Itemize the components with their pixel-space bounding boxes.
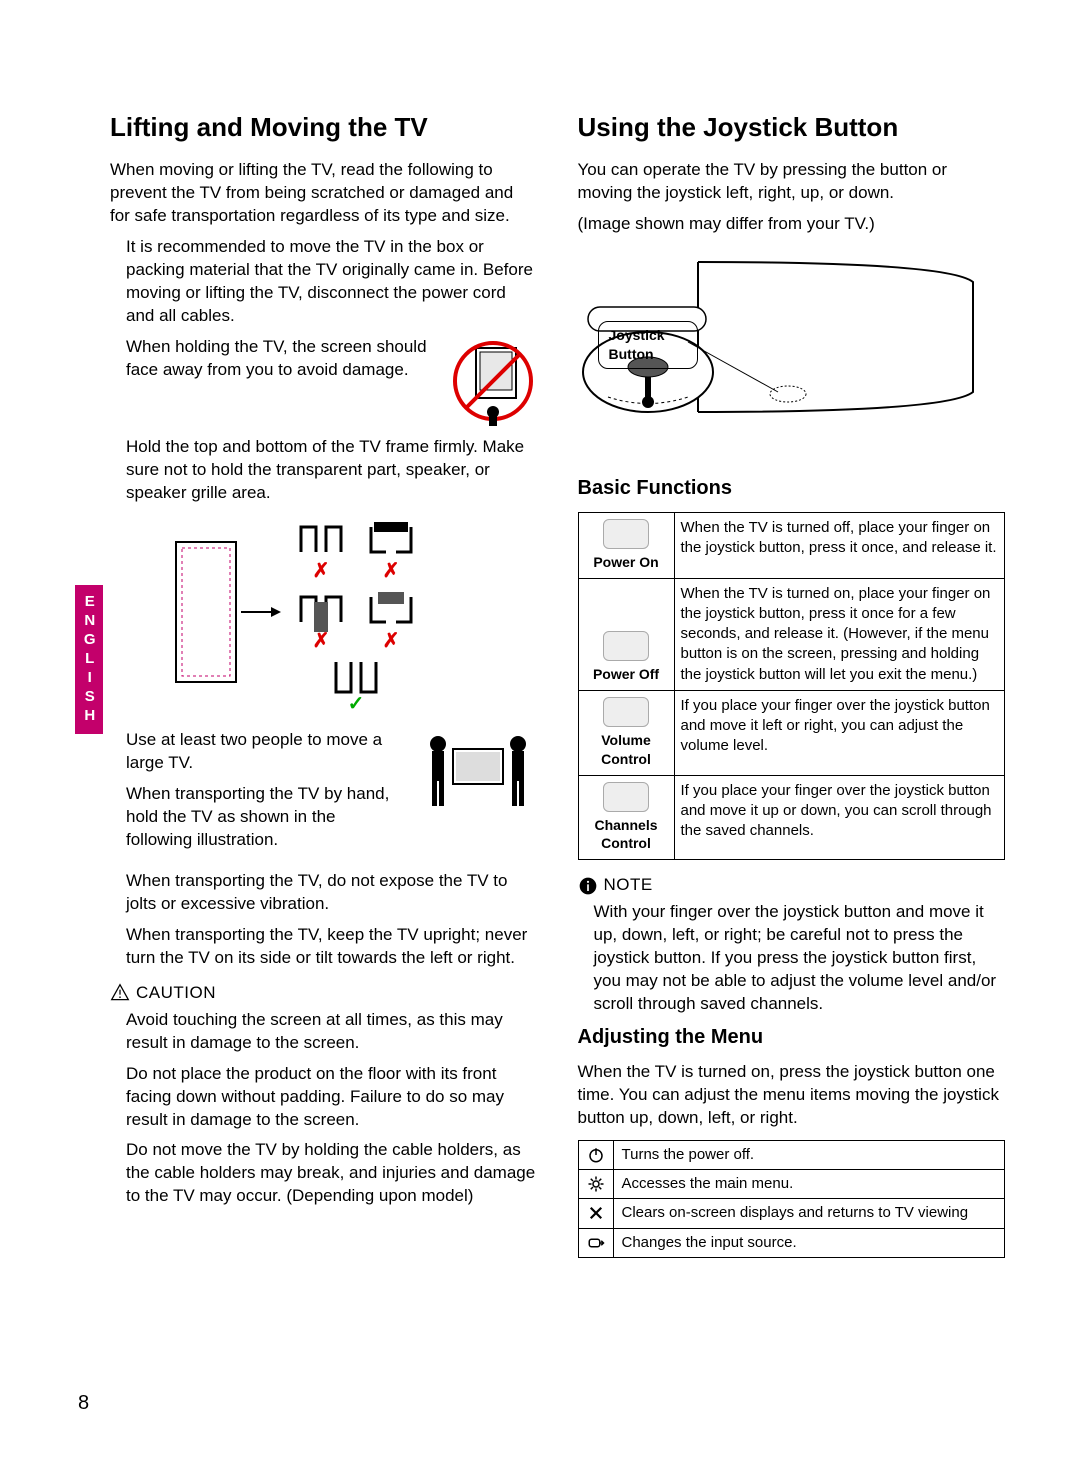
heading-lifting: Lifting and Moving the TV [110, 110, 538, 145]
caution-heading: CAUTION [110, 982, 538, 1005]
illustration-joystick: Joystick Button [578, 252, 1006, 477]
page-content: Lifting and Moving the TV When moving or… [0, 0, 1080, 1318]
left-column: Lifting and Moving the TV When moving or… [110, 110, 538, 1258]
table-row: Clears on-screen displays and returns to… [578, 1199, 1005, 1228]
para-box: It is recommended to move the TV in the … [126, 236, 538, 328]
right-column: Using the Joystick Button You can operat… [578, 110, 1006, 1258]
illustration-no-screen-front [448, 336, 538, 426]
input-icon [578, 1228, 613, 1257]
menu-description: Changes the input source. [613, 1228, 1005, 1257]
function-label: Power On [583, 553, 670, 572]
para-upright: When transporting the TV, keep the TV up… [126, 924, 538, 970]
heading-adjusting-menu: Adjusting the Menu [578, 1024, 1006, 1051]
caution-1: Avoid touching the screen at all times, … [126, 1009, 538, 1055]
function-label-cell: Channels Control [578, 775, 674, 860]
caution-icon [110, 983, 130, 1003]
table-row: Channels ControlIf you place your finger… [578, 775, 1005, 860]
caution-label: CAUTION [136, 982, 216, 1005]
para-transport-hand: When transporting the TV by hand, hold t… [126, 783, 406, 852]
gear-icon [578, 1170, 613, 1199]
para-hold-frame: Hold the top and bottom of the TV frame … [126, 436, 538, 505]
caution-2: Do not place the product on the floor wi… [126, 1063, 538, 1132]
table-menu-icons: Turns the power off.Accesses the main me… [578, 1140, 1006, 1258]
caution-3: Do not move the TV by holding the cable … [126, 1139, 538, 1208]
svg-text:✗: ✗ [383, 560, 400, 582]
note-icon [578, 876, 598, 896]
para-no-jolts: When transporting the TV, do not expose … [126, 870, 538, 916]
function-label-cell: Power Off [578, 578, 674, 690]
para-joystick-intro: You can operate the TV by pressing the b… [578, 159, 1006, 205]
svg-text:✗: ✗ [313, 630, 330, 652]
svg-text:✗: ✗ [313, 560, 330, 582]
function-description: When the TV is turned on, place your fin… [674, 578, 1005, 690]
joystick-direction-icon [603, 697, 649, 727]
function-description: When the TV is turned off, place your fi… [674, 512, 1005, 578]
page-number: 8 [78, 1390, 89, 1417]
function-description: If you place your finger over the joysti… [674, 775, 1005, 860]
note-heading: NOTE [578, 874, 1006, 897]
joystick-direction-icon [603, 519, 649, 549]
illustration-two-people [418, 729, 538, 814]
table-row: Accesses the main menu. [578, 1170, 1005, 1199]
table-row: Power OnWhen the TV is turned off, place… [578, 512, 1005, 578]
para-adjusting-menu: When the TV is turned on, press the joys… [578, 1061, 1006, 1130]
menu-description: Clears on-screen displays and returns to… [613, 1199, 1005, 1228]
menu-description: Accesses the main menu. [613, 1170, 1005, 1199]
power-icon [578, 1140, 613, 1169]
language-tab: ENGLISH [75, 585, 103, 734]
joystick-direction-icon [603, 631, 649, 661]
joystick-callout-label: Joystick Button [598, 321, 698, 369]
table-row: Turns the power off. [578, 1140, 1005, 1169]
para-image-differ: (Image shown may differ from your TV.) [578, 213, 1006, 236]
function-label: Volume Control [583, 731, 670, 769]
table-row: Power OffWhen the TV is turned on, place… [578, 578, 1005, 690]
function-label-cell: Volume Control [578, 690, 674, 775]
note-text: With your finger over the joystick butto… [578, 901, 1006, 1016]
para-intro: When moving or lifting the TV, read the … [110, 159, 538, 228]
menu-description: Turns the power off. [613, 1140, 1005, 1169]
function-label: Power Off [583, 665, 670, 684]
para-screen-away: When holding the TV, the screen should f… [126, 336, 436, 382]
svg-text:✓: ✓ [348, 693, 365, 712]
table-basic-functions: Power OnWhen the TV is turned off, place… [578, 512, 1006, 861]
function-label: Channels Control [583, 816, 670, 854]
table-row: Changes the input source. [578, 1228, 1005, 1257]
close-icon [578, 1199, 613, 1228]
function-description: If you place your finger over the joysti… [674, 690, 1005, 775]
table-row: Volume ControlIf you place your finger o… [578, 690, 1005, 775]
heading-joystick: Using the Joystick Button [578, 110, 1006, 145]
svg-text:✗: ✗ [383, 630, 400, 652]
note-label: NOTE [604, 874, 653, 897]
function-label-cell: Power On [578, 512, 674, 578]
illustration-hold-positions: ✗ ✗ ✗ ✗ ✓ [166, 512, 538, 719]
joystick-direction-icon [603, 782, 649, 812]
heading-basic-functions: Basic Functions [578, 475, 1006, 502]
para-two-people: Use at least two people to move a large … [126, 729, 406, 775]
